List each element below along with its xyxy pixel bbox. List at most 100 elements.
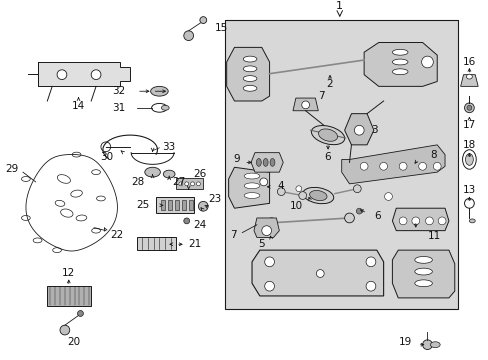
Polygon shape [228,167,269,208]
Ellipse shape [411,217,419,225]
Ellipse shape [163,170,175,178]
Circle shape [466,105,471,110]
Circle shape [379,162,386,170]
Text: 4: 4 [277,181,284,191]
Ellipse shape [391,49,407,55]
Circle shape [360,162,367,170]
Circle shape [200,17,206,23]
Circle shape [57,70,67,80]
Circle shape [354,125,364,135]
Circle shape [421,56,432,68]
Text: 14: 14 [72,101,85,111]
Ellipse shape [318,129,337,141]
Polygon shape [292,98,318,111]
Ellipse shape [302,188,333,204]
Polygon shape [460,75,477,86]
Circle shape [366,281,375,291]
Circle shape [60,325,70,335]
Ellipse shape [243,56,256,62]
Text: 25: 25 [136,200,149,210]
Ellipse shape [466,74,471,79]
Text: 30: 30 [100,152,113,162]
Ellipse shape [269,158,274,166]
Text: 10: 10 [289,201,302,211]
Text: 1: 1 [336,1,343,11]
Circle shape [259,178,267,186]
Text: 23: 23 [208,194,221,204]
Text: 19: 19 [398,337,411,347]
Circle shape [190,182,194,186]
Text: 20: 20 [67,337,80,347]
Polygon shape [253,218,279,238]
Ellipse shape [414,268,431,275]
Circle shape [179,182,183,186]
Text: 15: 15 [215,23,228,33]
Text: 7: 7 [318,91,324,101]
Circle shape [422,340,431,350]
Ellipse shape [437,217,445,225]
Text: 24: 24 [193,220,206,230]
Circle shape [464,103,473,113]
Circle shape [184,182,188,186]
Polygon shape [168,201,172,210]
Circle shape [366,257,375,267]
Ellipse shape [309,190,326,201]
Circle shape [78,311,83,316]
Circle shape [91,70,101,80]
Text: 13: 13 [462,185,475,195]
Circle shape [418,162,426,170]
Text: 32: 32 [112,86,125,96]
Text: 9: 9 [233,154,240,165]
Text: 22: 22 [110,230,123,239]
Circle shape [432,162,440,170]
Circle shape [356,208,362,214]
Ellipse shape [398,217,406,225]
Polygon shape [137,238,176,250]
Circle shape [301,101,309,109]
Polygon shape [391,250,454,298]
Polygon shape [226,48,269,101]
Circle shape [353,185,361,193]
Circle shape [196,182,200,186]
Ellipse shape [244,193,259,198]
Text: 6: 6 [324,152,331,162]
Text: 12: 12 [62,267,75,278]
Text: 29: 29 [5,164,18,174]
Text: 16: 16 [462,57,475,67]
Polygon shape [251,250,383,296]
Text: 28: 28 [131,177,144,187]
Polygon shape [344,114,373,145]
Ellipse shape [244,183,259,189]
Polygon shape [391,208,448,231]
Polygon shape [188,201,192,210]
Text: 27: 27 [172,177,185,187]
Text: 11: 11 [427,230,440,240]
Circle shape [264,257,274,267]
Ellipse shape [243,85,256,91]
Polygon shape [161,201,165,210]
Ellipse shape [311,126,344,145]
Polygon shape [341,145,444,184]
Polygon shape [175,201,179,210]
Polygon shape [182,201,185,210]
Polygon shape [250,153,283,172]
Ellipse shape [244,173,259,179]
Polygon shape [47,286,91,306]
Ellipse shape [150,86,168,96]
Text: 6: 6 [373,211,380,221]
Circle shape [298,192,306,199]
Ellipse shape [425,217,432,225]
Ellipse shape [243,76,256,81]
Circle shape [316,270,324,278]
Ellipse shape [429,342,439,348]
Circle shape [264,281,274,291]
Circle shape [384,193,391,201]
Text: 8: 8 [429,150,436,159]
Circle shape [398,162,406,170]
Ellipse shape [391,69,407,75]
Text: 31: 31 [112,103,125,113]
Ellipse shape [243,66,256,72]
Text: 2: 2 [326,80,333,89]
Circle shape [266,218,276,228]
Ellipse shape [391,59,407,65]
